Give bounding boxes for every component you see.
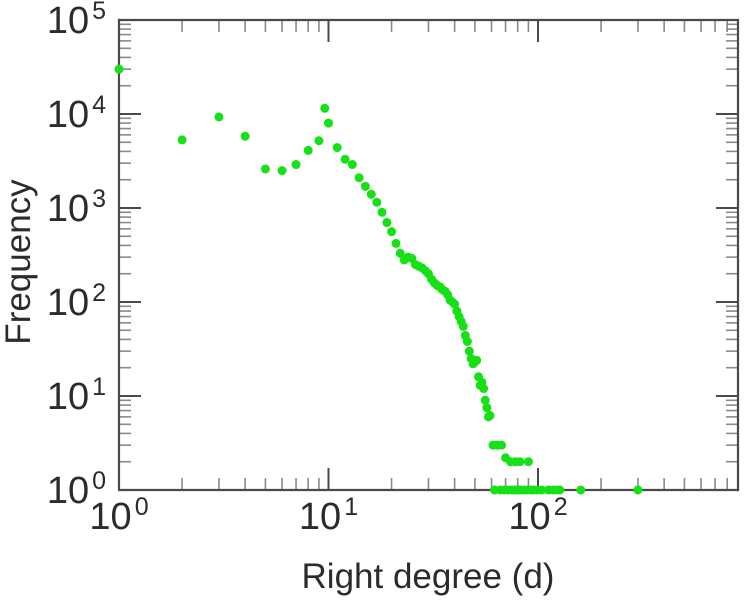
data-point [482, 403, 492, 413]
y-tick-label: 10 3 [47, 185, 106, 230]
data-point [260, 164, 270, 174]
data-point [523, 457, 533, 467]
y-tick-label: 10 1 [47, 373, 106, 418]
data-point [314, 136, 324, 146]
data-point [382, 218, 392, 228]
data-point [464, 346, 474, 356]
data-point [462, 337, 472, 346]
data-point [395, 248, 405, 258]
data-point [515, 457, 525, 467]
axis-left-bottom [117, 18, 740, 492]
data-point [240, 131, 250, 141]
data-point [497, 440, 507, 450]
data-point [479, 384, 489, 394]
x-axis-tick-labels: 10 0 10 1 10 2 [89, 493, 567, 538]
data-point [480, 395, 490, 405]
axis-top-right [117, 18, 740, 492]
y-tick-label: 10 2 [47, 279, 106, 324]
y-tick-label: 10 5 [47, 0, 106, 42]
data-point [324, 118, 333, 128]
x-tick-label: 10 0 [89, 493, 148, 538]
data-point [387, 227, 397, 237]
x-tick-label: 10 1 [299, 493, 358, 538]
data-point [485, 411, 495, 421]
major-tick-marks [118, 20, 739, 490]
y-tick-label: 10 4 [47, 91, 106, 136]
data-point [340, 154, 350, 164]
data-point [576, 485, 586, 495]
data-point [537, 485, 547, 495]
data-point [555, 485, 565, 495]
data-point [320, 103, 330, 113]
x-tick-label: 10 2 [508, 493, 567, 538]
data-point [214, 112, 224, 122]
data-point [303, 145, 313, 155]
data-point [391, 238, 401, 248]
axis-frame [117, 18, 740, 492]
data-point [366, 189, 376, 199]
data-point [472, 355, 482, 365]
data-point [458, 321, 468, 331]
data-points-layer [114, 64, 643, 495]
data-point [360, 181, 370, 191]
data-point [377, 207, 387, 217]
y-tick-label: 10 0 [47, 467, 106, 512]
data-point [277, 166, 287, 176]
minor-tick-marks [119, 19, 738, 491]
y-axis-title: Frequency [0, 179, 38, 345]
x-axis-title: Right degree (d) [302, 557, 555, 596]
data-point [372, 197, 382, 207]
data-point [177, 135, 187, 145]
data-point [332, 143, 342, 153]
data-point [347, 160, 357, 170]
data-point [354, 173, 364, 183]
data-point [291, 160, 301, 170]
data-point [450, 299, 460, 309]
data-point [633, 485, 643, 495]
data-point [114, 64, 124, 74]
